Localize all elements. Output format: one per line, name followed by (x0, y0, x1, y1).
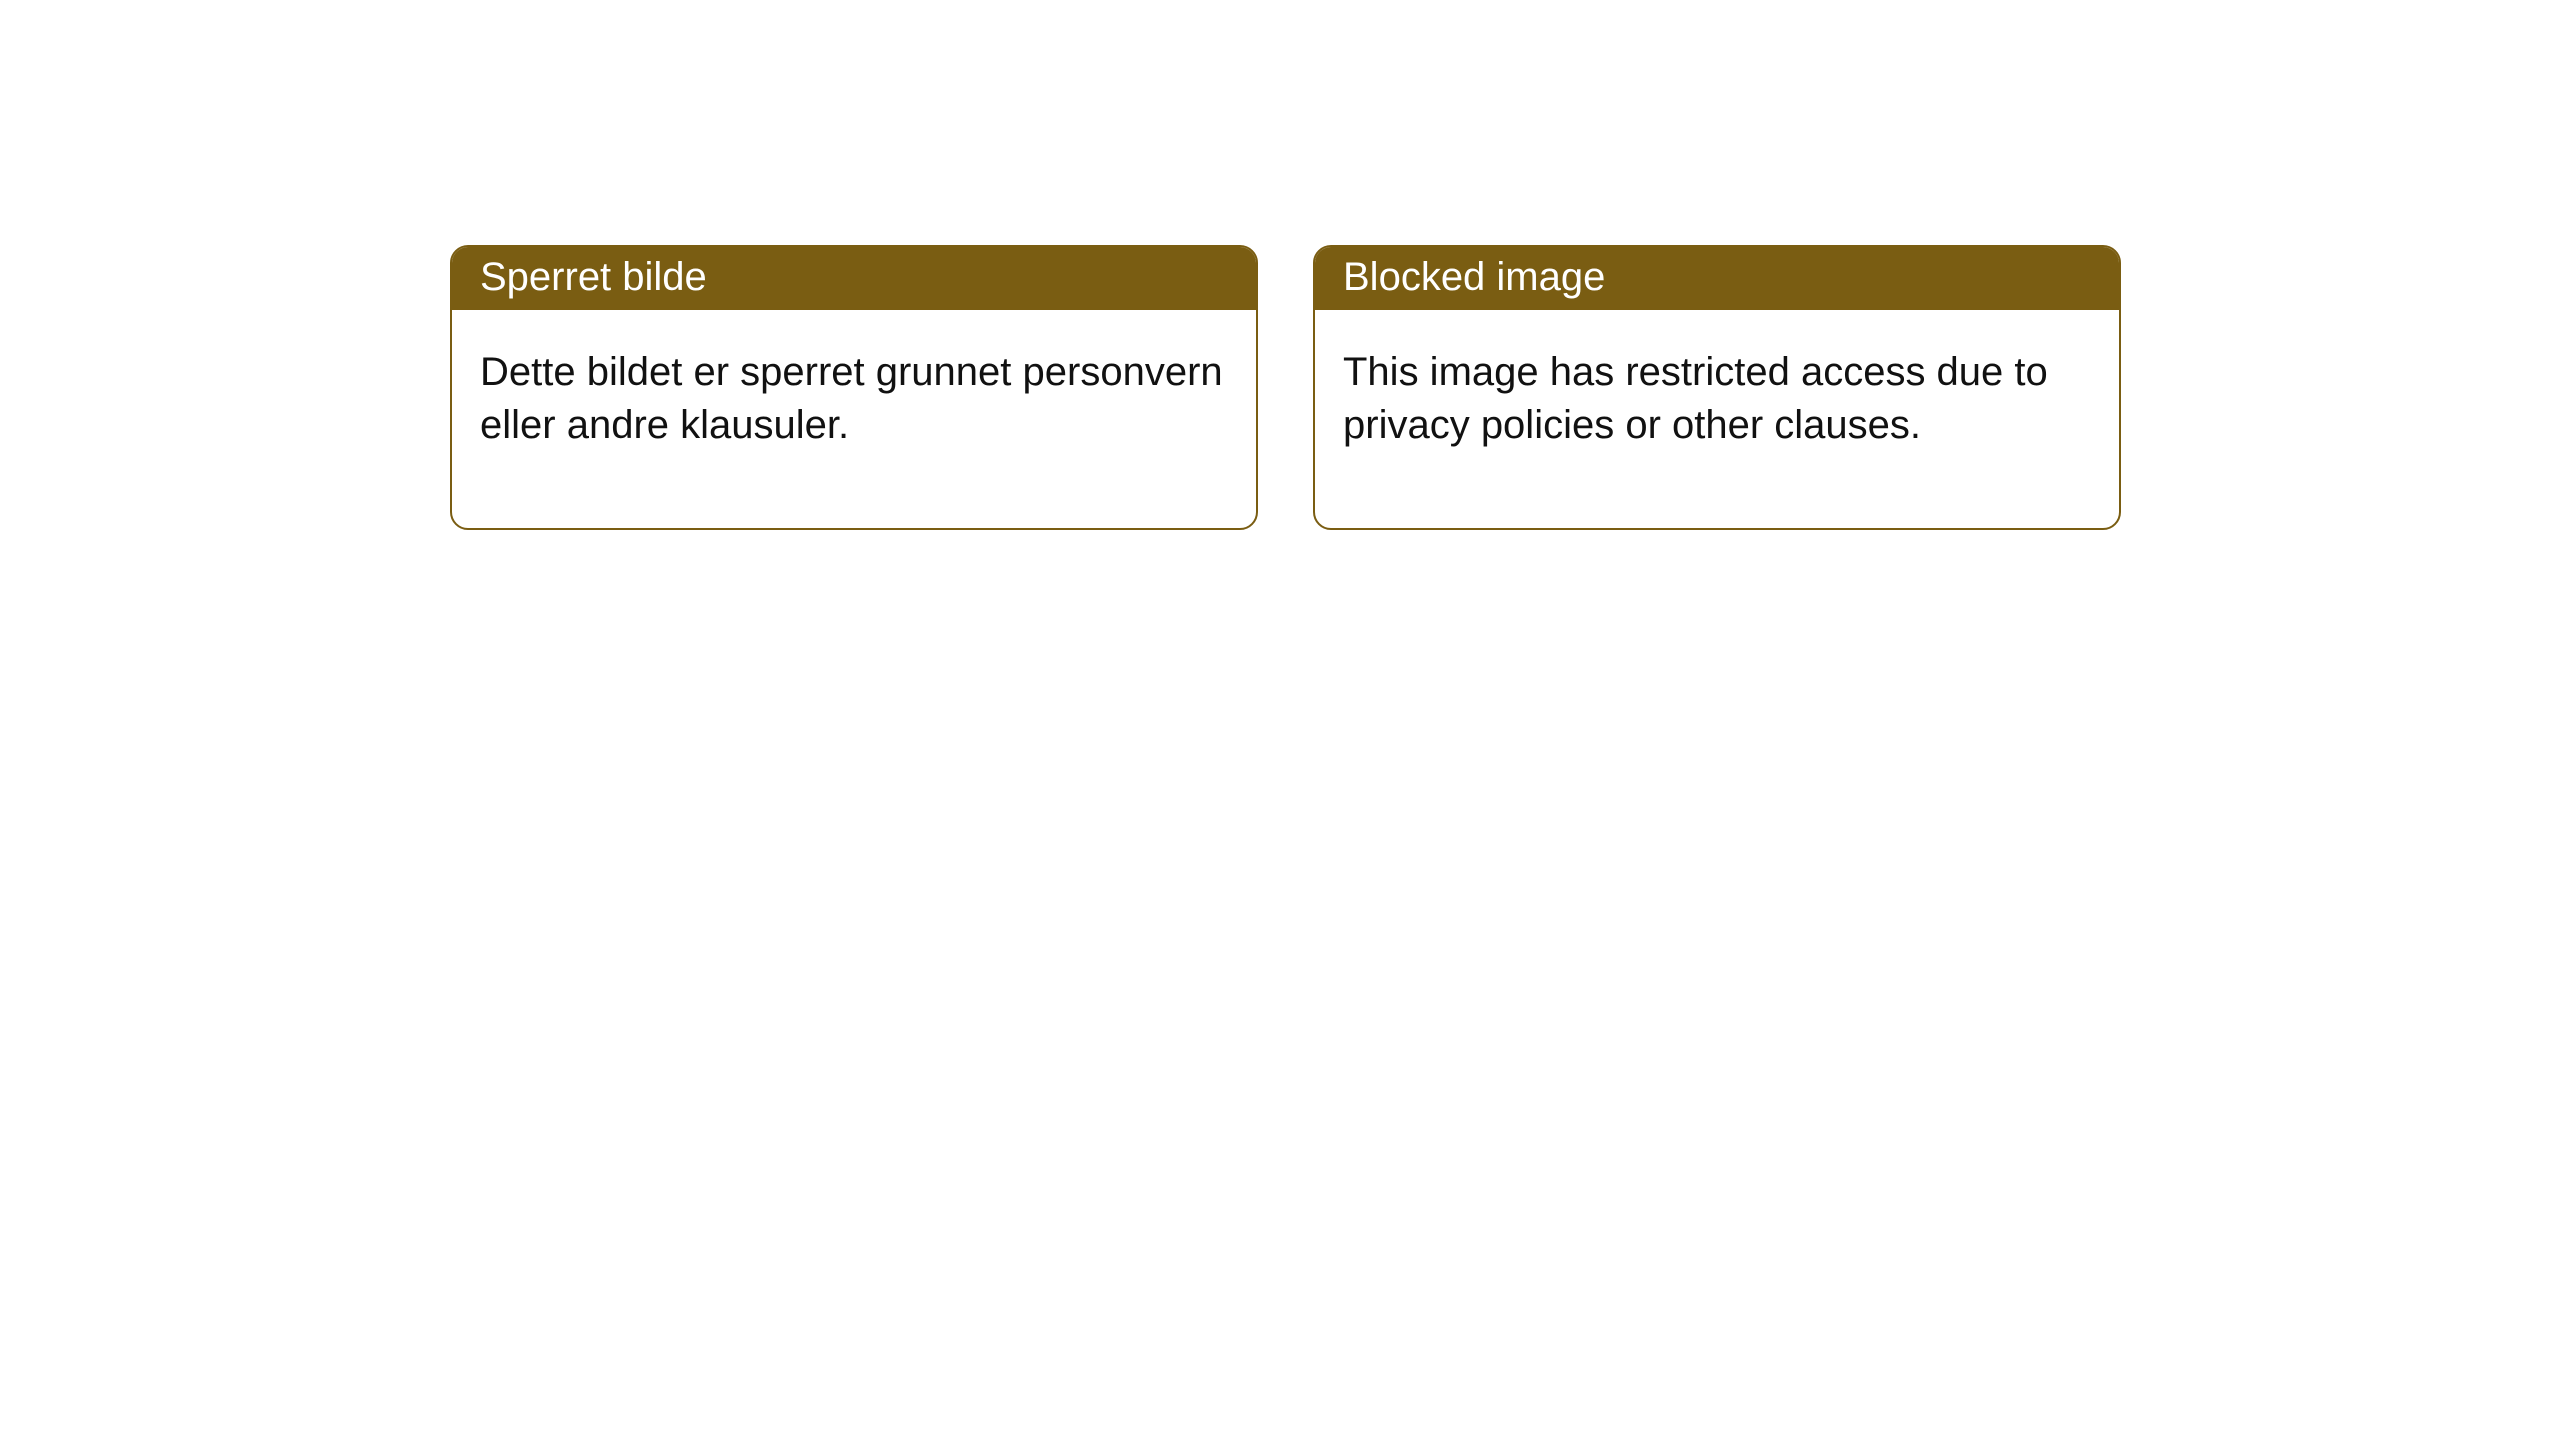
notice-container: Sperret bilde Dette bildet er sperret gr… (450, 245, 2121, 530)
notice-card-body-text: Dette bildet er sperret grunnet personve… (480, 350, 1223, 447)
notice-card-title: Blocked image (1343, 255, 1605, 299)
notice-card-title: Sperret bilde (480, 255, 707, 299)
notice-card-header: Blocked image (1315, 247, 2119, 310)
notice-card-body-text: This image has restricted access due to … (1343, 350, 2048, 447)
notice-card-body: This image has restricted access due to … (1315, 310, 2119, 528)
notice-card-english: Blocked image This image has restricted … (1313, 245, 2121, 530)
notice-card-body: Dette bildet er sperret grunnet personve… (452, 310, 1256, 528)
notice-card-norwegian: Sperret bilde Dette bildet er sperret gr… (450, 245, 1258, 530)
notice-card-header: Sperret bilde (452, 247, 1256, 310)
